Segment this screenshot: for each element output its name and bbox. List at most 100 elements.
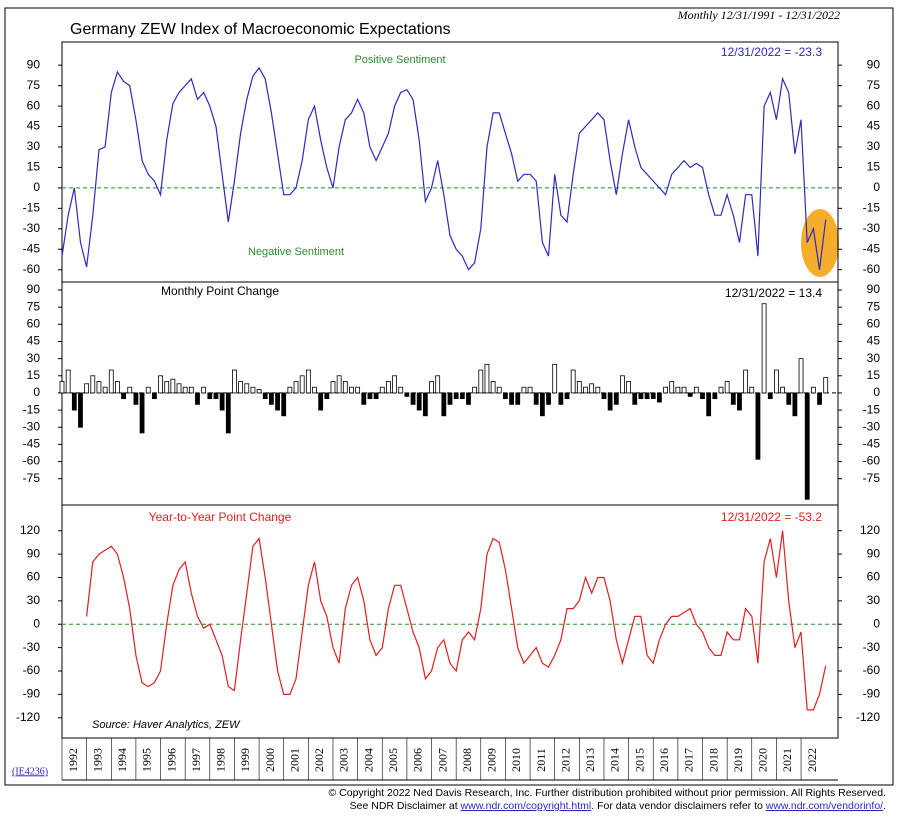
bar xyxy=(145,386,151,394)
bar xyxy=(693,386,699,394)
bar xyxy=(490,381,496,394)
x-tick-label: 2020 xyxy=(756,748,770,772)
x-tick-label: 1999 xyxy=(238,748,252,772)
y-tick-label: 45 xyxy=(27,119,41,133)
bar xyxy=(127,386,133,394)
y2-tick-label: -75 xyxy=(863,471,881,485)
x-tick-label: 1995 xyxy=(140,748,154,772)
bar xyxy=(810,386,816,394)
bar xyxy=(601,392,607,400)
bar xyxy=(262,392,268,400)
bar xyxy=(312,386,317,394)
bar xyxy=(564,392,570,400)
bar xyxy=(133,392,139,405)
bar xyxy=(225,392,231,434)
y-tick-label: 0 xyxy=(33,385,40,399)
y-tick-label: -60 xyxy=(23,262,41,276)
bar xyxy=(515,392,521,405)
y2-tick-label: 120 xyxy=(860,523,880,537)
bar xyxy=(749,386,755,394)
disclaimer-text: See NDR Disclaimer at xyxy=(350,800,461,812)
x-tick-label: 2005 xyxy=(386,748,400,772)
last-value-label: 12/31/2022 = -53.2 xyxy=(721,510,822,524)
bar xyxy=(595,386,601,394)
y2-tick-label: 15 xyxy=(867,160,881,174)
y2-tick-label: 30 xyxy=(867,139,881,153)
bar xyxy=(663,386,668,394)
annotation: Positive Sentiment xyxy=(354,54,445,66)
chart-code: (IE4236) xyxy=(12,766,48,777)
y-tick-label: 30 xyxy=(27,351,41,365)
bar xyxy=(158,375,163,394)
y-tick-label: 60 xyxy=(27,98,41,112)
x-tick-label: 2006 xyxy=(411,748,425,772)
bar xyxy=(164,381,170,394)
bar xyxy=(195,392,200,405)
bar xyxy=(392,375,397,394)
bar xyxy=(626,381,632,394)
bar xyxy=(170,378,176,394)
bar xyxy=(281,392,287,417)
bar xyxy=(102,386,108,394)
bar xyxy=(422,392,428,417)
y-tick-label: 0 xyxy=(33,616,40,630)
bar xyxy=(817,392,822,405)
bar xyxy=(201,386,207,394)
y-tick-label: 15 xyxy=(27,160,41,174)
bar xyxy=(355,386,361,394)
link[interactable]: www.ndr.com/vendorinfo/ xyxy=(765,800,883,812)
bar xyxy=(349,386,354,394)
y2-tick-label: 60 xyxy=(867,570,881,584)
bar xyxy=(737,392,742,411)
bar xyxy=(798,358,804,394)
bar xyxy=(71,392,77,411)
bar xyxy=(373,392,379,400)
y-tick-label: -30 xyxy=(23,221,41,235)
bar xyxy=(823,377,829,394)
y-tick-label: 45 xyxy=(27,334,41,348)
y-tick-label: 60 xyxy=(27,570,41,584)
bar xyxy=(287,386,293,394)
bar xyxy=(244,383,250,394)
y-tick-label: 30 xyxy=(27,593,41,607)
bar xyxy=(712,392,718,400)
bar xyxy=(576,381,582,394)
disclaimer-text: . xyxy=(883,800,886,812)
y-tick-label: -15 xyxy=(23,201,41,215)
x-tick-label: 2016 xyxy=(657,748,671,772)
series-line xyxy=(61,66,827,271)
x-tick-label: 2004 xyxy=(361,748,375,772)
bar xyxy=(620,375,625,394)
y2-tick-label: 0 xyxy=(873,180,880,194)
bar xyxy=(207,392,213,400)
bar xyxy=(416,392,422,411)
y-tick-label: 90 xyxy=(27,57,41,71)
series-line xyxy=(86,530,827,711)
bar xyxy=(453,392,459,400)
last-value-label: 12/31/2022 = 13.4 xyxy=(725,286,822,300)
bar xyxy=(804,392,810,500)
bar xyxy=(121,392,126,400)
bar xyxy=(78,392,83,428)
x-tick-label: 1992 xyxy=(66,748,80,772)
bar xyxy=(638,392,644,400)
link[interactable]: www.ndr.com/copyright.html xyxy=(460,800,592,812)
bar xyxy=(527,386,533,394)
bar xyxy=(669,381,675,394)
bar xyxy=(151,392,157,400)
y2-tick-label: -15 xyxy=(863,201,881,215)
bar xyxy=(108,369,114,394)
bar xyxy=(268,392,274,405)
y2-tick-label: 0 xyxy=(873,385,880,399)
x-tick-label: 2013 xyxy=(583,748,597,772)
x-tick-label: 2002 xyxy=(312,748,326,772)
y2-tick-label: 75 xyxy=(867,78,881,92)
bar xyxy=(238,381,244,394)
bar xyxy=(342,381,348,394)
x-tick-label: 2000 xyxy=(263,748,277,772)
y2-tick-label: 0 xyxy=(873,616,880,630)
bar xyxy=(496,386,502,394)
y2-tick-label: 75 xyxy=(867,299,881,313)
bar xyxy=(65,369,71,394)
bar xyxy=(84,383,90,394)
